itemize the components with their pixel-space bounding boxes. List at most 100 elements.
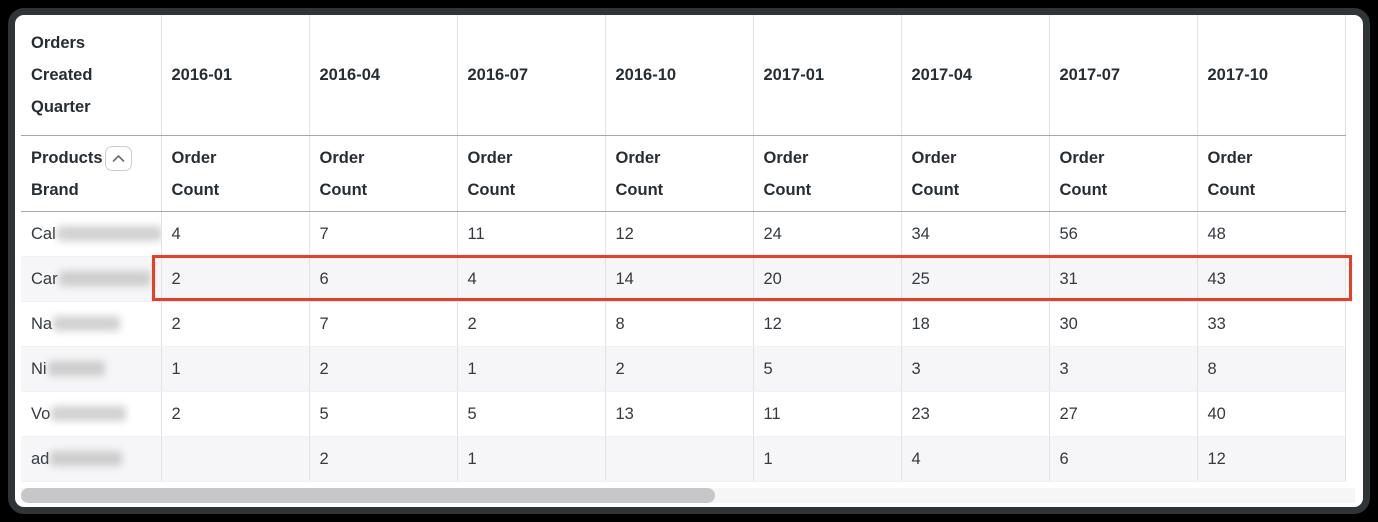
data-cell[interactable]: 2 — [161, 256, 310, 302]
data-cell[interactable]: 8 — [605, 301, 754, 347]
quarter-header-2017-04[interactable]: 2017-04 — [901, 15, 1050, 136]
data-cell[interactable] — [161, 436, 310, 482]
measure-header[interactable]: Order Count — [1197, 135, 1346, 212]
table-row: Vo 2 5 5 13 11 23 27 40 — [21, 391, 1346, 437]
data-cell[interactable]: 27 — [1049, 391, 1198, 437]
data-cell[interactable]: 1 — [457, 346, 606, 392]
brand-prefix: Car — [31, 269, 58, 288]
scrollbar-thumb[interactable] — [21, 488, 715, 503]
data-cell[interactable]: 2 — [309, 346, 458, 392]
data-cell[interactable]: 2 — [605, 346, 754, 392]
data-cell[interactable]: 11 — [457, 211, 606, 257]
data-cell[interactable]: 3 — [901, 346, 1050, 392]
data-cell[interactable]: 25 — [901, 256, 1050, 302]
corner-header-label: Orders Created Quarter — [31, 34, 93, 116]
data-cell[interactable]: 2 — [457, 301, 606, 347]
quarter-header-2016-01[interactable]: 2016-01 — [161, 15, 310, 136]
brand-cell[interactable]: Car — [21, 256, 162, 302]
table-window: Orders Created Quarter 2016-01 2016-04 2… — [8, 8, 1370, 514]
data-cell[interactable] — [605, 436, 754, 482]
data-cell[interactable]: 7 — [309, 301, 458, 347]
data-cell[interactable]: 48 — [1197, 211, 1346, 257]
data-cell[interactable]: 14 — [605, 256, 754, 302]
brand-prefix: Cal — [31, 224, 56, 243]
redacted-text — [58, 270, 151, 286]
measure-header[interactable]: Order Count — [309, 135, 458, 212]
redacted-text — [47, 360, 105, 376]
data-cell[interactable]: 7 — [309, 211, 458, 257]
data-cell[interactable]: 23 — [901, 391, 1050, 437]
data-cell[interactable]: 56 — [1049, 211, 1198, 257]
data-cell[interactable]: 12 — [605, 211, 754, 257]
data-cell[interactable]: 2 — [309, 436, 458, 482]
brand-cell[interactable]: Ni — [21, 346, 162, 392]
data-cell[interactable]: 18 — [901, 301, 1050, 347]
quarter-header-2017-01[interactable]: 2017-01 — [753, 15, 902, 136]
chevron-up-icon — [112, 154, 124, 162]
quarter-header-2016-07[interactable]: 2016-07 — [457, 15, 606, 136]
horizontal-scrollbar[interactable] — [21, 488, 1355, 503]
measure-header[interactable]: Order Count — [457, 135, 606, 212]
brand-prefix: ad — [31, 449, 50, 468]
quarter-header-2016-10[interactable]: 2016-10 — [605, 15, 754, 136]
data-cell[interactable]: 33 — [1197, 301, 1346, 347]
brand-prefix: Ni — [31, 359, 47, 378]
table-row: ad 2 1 1 4 6 12 — [21, 436, 1346, 482]
brand-label: Brand — [31, 180, 79, 199]
data-cell[interactable]: 43 — [1197, 256, 1346, 302]
data-cell[interactable]: 8 — [1197, 346, 1346, 392]
products-label: Products — [31, 148, 103, 167]
data-cell[interactable]: 5 — [457, 391, 606, 437]
data-cell[interactable]: 4 — [457, 256, 606, 302]
table-row: Ni 1 2 1 2 5 3 3 8 — [21, 346, 1346, 392]
data-cell[interactable]: 40 — [1197, 391, 1346, 437]
pivot-table: Orders Created Quarter 2016-01 2016-04 2… — [21, 15, 1346, 482]
header-row-quarters: Orders Created Quarter 2016-01 2016-04 2… — [21, 15, 1346, 136]
data-cell[interactable]: 1 — [161, 346, 310, 392]
redacted-text — [56, 225, 160, 241]
data-cell[interactable]: 6 — [1049, 436, 1198, 482]
data-cell[interactable]: 31 — [1049, 256, 1198, 302]
measure-header[interactable]: Order Count — [1049, 135, 1198, 212]
data-cell[interactable]: 12 — [753, 301, 902, 347]
quarter-header-2016-04[interactable]: 2016-04 — [309, 15, 458, 136]
row-dimension-header: Products Brand — [21, 135, 162, 212]
data-cell[interactable]: 4 — [901, 436, 1050, 482]
data-cell[interactable]: 30 — [1049, 301, 1198, 347]
quarter-header-2017-07[interactable]: 2017-07 — [1049, 15, 1198, 136]
quarter-header-2017-10[interactable]: 2017-10 — [1197, 15, 1346, 136]
redacted-text — [50, 450, 123, 466]
data-cell[interactable]: 4 — [161, 211, 310, 257]
measure-header[interactable]: Order Count — [901, 135, 1050, 212]
brand-prefix: Na — [31, 314, 53, 333]
data-cell[interactable]: 2 — [161, 391, 310, 437]
brand-prefix: Vo — [31, 404, 51, 423]
data-cell[interactable]: 11 — [753, 391, 902, 437]
table-content-area: Orders Created Quarter 2016-01 2016-04 2… — [15, 15, 1363, 507]
data-cell[interactable]: 1 — [753, 436, 902, 482]
redacted-text — [53, 315, 121, 331]
measure-header[interactable]: Order Count — [753, 135, 902, 212]
corner-header: Orders Created Quarter — [21, 15, 162, 136]
table-row-highlighted: Car 2 6 4 14 20 25 31 43 — [21, 256, 1346, 302]
data-cell[interactable]: 5 — [309, 391, 458, 437]
brand-cell[interactable]: ad — [21, 436, 162, 482]
brand-cell[interactable]: Na — [21, 301, 162, 347]
data-cell[interactable]: 2 — [161, 301, 310, 347]
redacted-text — [51, 405, 127, 421]
brand-cell[interactable]: Vo — [21, 391, 162, 437]
header-row-measures: Products Brand Order Count Order Count O… — [21, 135, 1346, 212]
collapse-column-button[interactable] — [104, 145, 132, 171]
data-cell[interactable]: 20 — [753, 256, 902, 302]
data-cell[interactable]: 3 — [1049, 346, 1198, 392]
brand-cell[interactable]: Cal — [21, 211, 162, 257]
data-cell[interactable]: 24 — [753, 211, 902, 257]
data-cell[interactable]: 34 — [901, 211, 1050, 257]
data-cell[interactable]: 6 — [309, 256, 458, 302]
measure-header[interactable]: Order Count — [605, 135, 754, 212]
data-cell[interactable]: 12 — [1197, 436, 1346, 482]
data-cell[interactable]: 1 — [457, 436, 606, 482]
measure-header[interactable]: Order Count — [161, 135, 310, 212]
data-cell[interactable]: 13 — [605, 391, 754, 437]
data-cell[interactable]: 5 — [753, 346, 902, 392]
